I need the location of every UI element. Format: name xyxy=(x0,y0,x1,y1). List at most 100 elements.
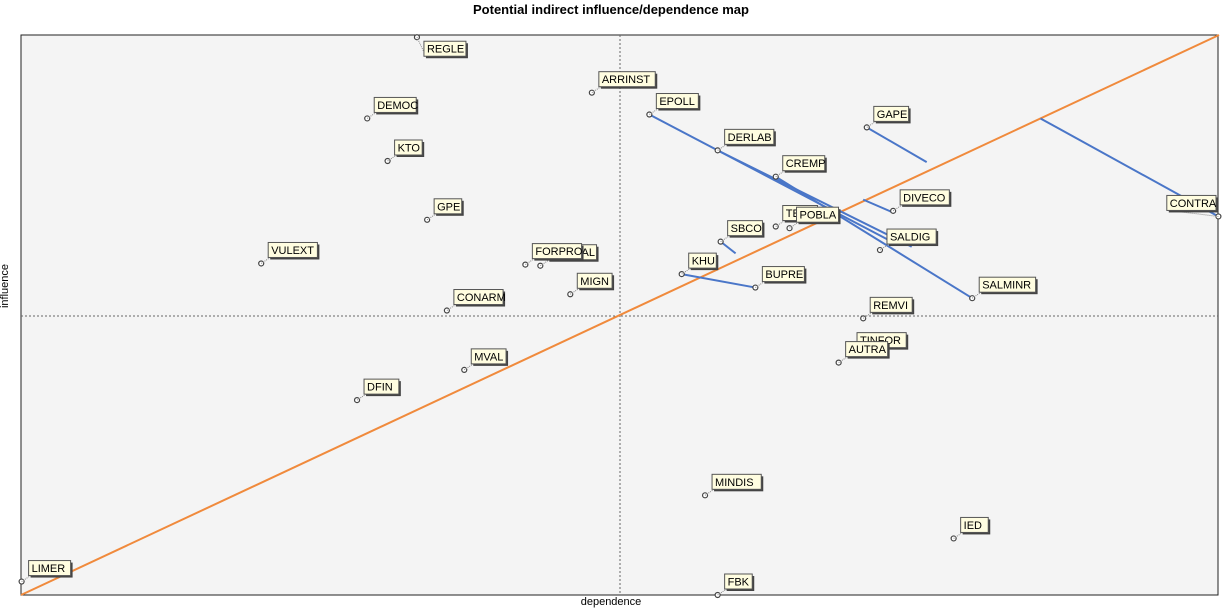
point-mign: MIGN xyxy=(567,272,615,298)
influence-arrow-8 xyxy=(862,198,894,214)
label-box-vulext xyxy=(267,241,318,258)
influence-arrow-4 xyxy=(866,126,928,163)
point-label-ied: IED xyxy=(964,520,982,532)
label-box-regle xyxy=(423,40,467,57)
point-cremp: CREMP xyxy=(772,155,827,180)
y-axis-label: influence xyxy=(0,263,11,309)
influence-arrow-7 xyxy=(681,273,756,289)
point-salminr: SALMINR xyxy=(969,276,1038,302)
influence-arrow-3 xyxy=(775,175,973,300)
point-democ: DEMOC xyxy=(364,96,419,122)
chart-title: Potential indirect influence/dependence … xyxy=(473,2,749,17)
label-box-pobla xyxy=(796,206,840,223)
influence-arrow-6 xyxy=(720,240,737,255)
point-ied: IED xyxy=(950,516,991,542)
label-box-salminr xyxy=(978,276,1037,293)
point-label-kto: KTO xyxy=(398,143,421,155)
point-label-autra: AUTRA xyxy=(849,344,887,356)
label-box-derlab xyxy=(724,128,775,145)
point-fbk: FBK xyxy=(714,573,755,599)
point-label-khu: KHU xyxy=(692,256,715,268)
point-label-epoll: EPOLL xyxy=(659,96,694,108)
point-arrinst: ARRINST xyxy=(588,71,658,96)
label-box-mval xyxy=(470,348,507,365)
label-box-diveco xyxy=(899,189,950,206)
point-derlab: DERLAB xyxy=(714,128,776,154)
x-axis-label: dependence xyxy=(580,596,642,608)
point-label-pobla: POBLA xyxy=(800,210,837,222)
label-box-bupre xyxy=(761,266,805,283)
label-box-limer xyxy=(28,560,72,577)
point-label-conarm: CONARM xyxy=(457,292,506,304)
point-regle: REGLE xyxy=(413,34,468,59)
point-label-dfin: DFIN xyxy=(367,382,393,394)
point-limer: LIMER xyxy=(18,560,73,585)
point-label-democ: DEMOC xyxy=(377,100,418,112)
point-label-saldig: SALDIG xyxy=(890,232,930,244)
point-saldig: SALDIG xyxy=(876,228,939,254)
label-box-sbco xyxy=(727,220,763,237)
point-label-forpro: FORPRO xyxy=(535,246,583,258)
point-label-bupre: BUPRE xyxy=(765,269,803,281)
label-box-remvi xyxy=(869,296,913,313)
label-box-autra xyxy=(845,341,889,358)
point-autra: AUTRA xyxy=(835,341,890,366)
point-label-derlab: DERLAB xyxy=(728,132,772,144)
point-label-vulext: VULEXT xyxy=(271,245,314,257)
label-box-ied xyxy=(960,516,989,533)
point-label-remvi: REMVI xyxy=(873,300,908,312)
point-kto: KTO xyxy=(384,139,425,165)
point-label-gape: GAPE xyxy=(877,109,908,121)
label-box-democ xyxy=(373,96,417,113)
point-mval: MVAL xyxy=(461,348,509,373)
point-forpro: FORPRO xyxy=(522,243,584,268)
label-box-forpro xyxy=(531,243,583,260)
point-gape: GAPE xyxy=(863,105,911,131)
point-vulext: VULEXT xyxy=(258,241,320,267)
point-conarm: CONARM xyxy=(443,289,506,314)
label-box-mindis xyxy=(711,473,762,490)
point-label-salminr: SALMINR xyxy=(982,280,1031,292)
label-box-saldig xyxy=(886,228,937,245)
point-label-regle: REGLE xyxy=(427,44,464,56)
label-box-epoll xyxy=(655,93,699,110)
label-box-kto xyxy=(394,139,423,156)
influence-arrow-2 xyxy=(717,149,913,248)
point-label-arrinst: ARRINST xyxy=(602,74,651,86)
label-box-dfin xyxy=(363,378,400,395)
label-connector-regle xyxy=(416,37,427,57)
point-contra: CONTRA xyxy=(1166,194,1222,220)
label-box-mign xyxy=(576,272,613,289)
label-box-gape xyxy=(873,105,910,122)
label-box-gpe xyxy=(433,198,463,215)
point-label-mval: MVAL xyxy=(474,351,503,363)
label-box-fbk xyxy=(724,573,753,590)
point-remvi: REMVI xyxy=(860,296,915,322)
label-box-cremp xyxy=(782,155,826,172)
point-epoll: EPOLL xyxy=(646,93,701,118)
point-label-sbco: SBCO xyxy=(731,223,763,235)
point-khu: KHU xyxy=(678,252,719,278)
influence-arrow-1 xyxy=(648,113,891,242)
point-label-cremp: CREMP xyxy=(786,158,826,170)
label-box-contra xyxy=(1166,194,1217,211)
label-connector-contra xyxy=(1168,209,1219,217)
point-label-mign: MIGN xyxy=(580,276,609,288)
label-box-arrinst xyxy=(598,71,656,88)
point-bupre: BUPRE xyxy=(752,266,807,291)
point-label-contra: CONTRA xyxy=(1170,198,1217,210)
point-gpe: GPE xyxy=(424,198,464,223)
point-label-limer: LIMER xyxy=(32,563,66,575)
point-dfin: DFIN xyxy=(353,378,401,404)
label-box-conarm xyxy=(453,289,504,306)
point-label-diveco: DIVECO xyxy=(903,192,946,204)
point-label-gpe: GPE xyxy=(437,201,460,213)
point-sbco: SBCO xyxy=(717,220,765,245)
point-layer: REGLEARRINSTDEMOCKTOGPEVULEXTERURALFORPR… xyxy=(18,34,1222,599)
point-pobla: POBLA xyxy=(786,206,841,232)
point-label-fbk: FBK xyxy=(728,577,750,589)
label-box-khu xyxy=(688,252,717,269)
point-diveco: DIVECO xyxy=(890,189,952,214)
point-label-mindis: MINDIS xyxy=(715,477,754,489)
